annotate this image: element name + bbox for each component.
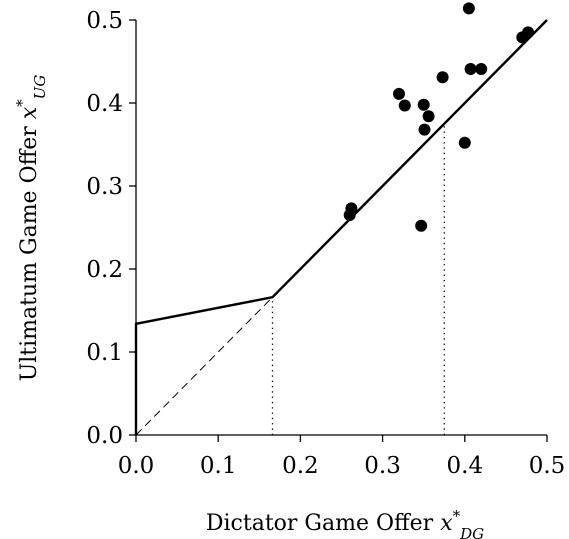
x-tick-label-2: 0.1 bbox=[200, 453, 237, 479]
y-tick-label-3: 0.2 bbox=[86, 257, 123, 283]
data-point-10 bbox=[458, 136, 471, 149]
x-axis-title: Dictator Game Offer x*DG bbox=[206, 507, 484, 539]
data-point-9 bbox=[436, 71, 449, 84]
y-tick-label-1: 0.0 bbox=[86, 423, 123, 449]
y-tick-label-2: 0.1 bbox=[86, 340, 123, 366]
data-point-5 bbox=[415, 219, 428, 232]
reference-lines bbox=[134, 19, 548, 436]
data-point-11 bbox=[462, 2, 475, 15]
ticks: 0.0 0.1 0.2 0.3 0.4 0.5 0.0 0.1 0.2 0.3 0.4 0.5 bbox=[86, 8, 565, 479]
data-point-3 bbox=[393, 87, 405, 100]
x-tick-label-5: 0.4 bbox=[447, 453, 484, 479]
data-point-2 bbox=[345, 202, 358, 215]
x-tick-label-1: 0.0 bbox=[118, 453, 155, 479]
data-point-13 bbox=[475, 63, 488, 75]
solid-line-1 bbox=[134, 19, 548, 435]
data-point-7 bbox=[418, 123, 431, 136]
y-tick-label-6: 0.5 bbox=[86, 8, 123, 34]
y-tick-label-4: 0.3 bbox=[86, 174, 123, 200]
y-axis-title: Ultimatum Game Offer x*UG bbox=[13, 75, 49, 382]
x-tick-label-6: 0.5 bbox=[529, 453, 566, 479]
dashed-line-2 bbox=[135, 296, 273, 436]
data-point-6 bbox=[417, 98, 430, 111]
x-tick-label-3: 0.2 bbox=[282, 453, 319, 479]
data-point-15 bbox=[522, 26, 535, 39]
y-tick-label-5: 0.4 bbox=[86, 91, 123, 117]
data-point-8 bbox=[422, 110, 435, 123]
data-points bbox=[343, 2, 535, 232]
x-tick-label-4: 0.3 bbox=[364, 453, 401, 479]
axes bbox=[135, 20, 547, 436]
data-point-12 bbox=[464, 63, 477, 75]
data-point-4 bbox=[398, 99, 411, 112]
